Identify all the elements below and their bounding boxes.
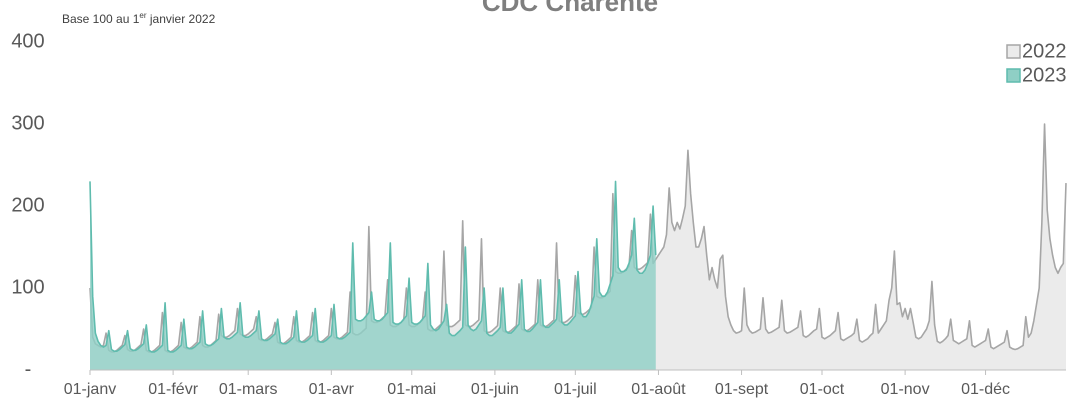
x-tick-label: 01-juin: [471, 381, 519, 398]
y-tick-label: 200: [11, 194, 44, 216]
legend-swatch: [1006, 44, 1021, 59]
x-tick-label: 01-juil: [554, 381, 597, 398]
area-fill: [90, 181, 656, 370]
x-tick-label: 01-août: [631, 381, 686, 398]
subtitle-text: Base 100 au 1: [62, 12, 140, 26]
x-tick-label: 01-mars: [219, 381, 278, 398]
legend-label: 2022: [1022, 40, 1067, 62]
x-tick-label: 01-sept: [715, 381, 769, 398]
chart-subtitle: Base 100 au 1er janvier 2022: [62, 11, 216, 26]
y-tick-label: 300: [11, 112, 44, 134]
x-tick-label: 01-mai: [387, 381, 436, 398]
x-tick-label: 01-déc: [961, 381, 1010, 398]
area-line: [89, 180, 657, 353]
x-tick-label: 01-janv: [64, 381, 116, 398]
x-tick-label: 01-févr: [148, 381, 198, 398]
legend-swatch: [1006, 68, 1021, 83]
x-tick-label: 01-avr: [309, 381, 355, 398]
x-tick-label: 01-nov: [881, 381, 930, 398]
x-tick-label: 01-oct: [800, 381, 845, 398]
subtitle-superscript: er: [139, 11, 146, 20]
y-tick-label: -: [25, 358, 32, 380]
chart-title: CDC Charente: [482, 0, 658, 17]
y-tick-label: 400: [11, 30, 44, 52]
legend-label: 2023: [1022, 64, 1067, 86]
subtitle-text: janvier 2022: [147, 12, 216, 26]
y-tick-label: 100: [11, 276, 44, 298]
